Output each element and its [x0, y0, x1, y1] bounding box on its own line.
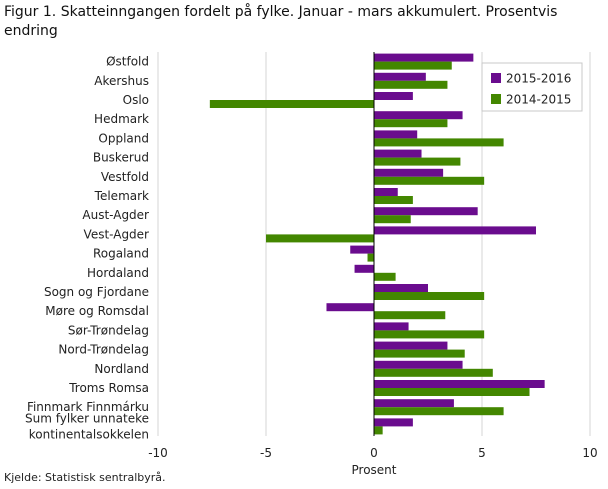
bar-series2 [266, 234, 374, 243]
bar-series2 [374, 407, 504, 416]
category-label: Aust-Agder [82, 208, 149, 222]
bar-series1 [354, 264, 374, 273]
bar-series1 [374, 92, 413, 100]
bar-series2 [374, 157, 461, 166]
chart-title: Figur 1. Skatteinngangen fordelt på fylk… [4, 4, 558, 39]
category-label: kontinentalsokkelen [29, 427, 149, 441]
bar-series2 [367, 253, 374, 262]
category-label: Rogaland [93, 247, 149, 261]
category-label: Troms Romsa [68, 381, 149, 395]
bar-series2 [374, 368, 493, 377]
bar-series2 [374, 349, 465, 358]
bar-series2 [374, 388, 530, 396]
bar-series1 [374, 399, 454, 408]
category-label: Telemark [94, 189, 149, 203]
category-label: Akershus [94, 74, 149, 88]
x-tick-label: 5 [478, 446, 486, 460]
category-label: Sogn og Fjordane [44, 285, 149, 299]
bar-series2 [374, 426, 383, 435]
category-label: Hedmark [94, 112, 149, 126]
category-label: Møre og Romsdal [45, 304, 149, 318]
category-label: Oppland [98, 131, 149, 145]
legend-label-series1: 2015-2016 [506, 72, 571, 86]
bar-series1 [374, 53, 474, 62]
legend-label-series2: 2014-2015 [506, 93, 571, 107]
legend-box [481, 62, 583, 112]
bar-series1 [374, 360, 463, 369]
bar-series2 [374, 61, 452, 70]
category-label: Nordland [94, 362, 149, 376]
category-label: Sør-Trøndelag [68, 323, 149, 337]
bar-series2 [374, 215, 411, 224]
bar-series1 [374, 111, 463, 120]
category-label: Buskerud [93, 151, 149, 165]
bar-series1 [326, 303, 374, 312]
bar-series1 [374, 418, 413, 427]
bar-series2 [374, 292, 485, 300]
x-tick-label: 10 [582, 446, 597, 460]
x-tick-label: -10 [148, 446, 168, 460]
bar-series1 [374, 130, 418, 139]
bar-series2 [374, 311, 446, 320]
bar-series2 [374, 119, 448, 128]
x-tick-label: -5 [260, 446, 272, 460]
x-axis-title: Prosent [352, 463, 397, 477]
bar-series1 [374, 72, 426, 81]
bar-series2 [374, 272, 396, 281]
category-label: Hordaland [87, 266, 149, 280]
legend-swatch-series2 [491, 94, 501, 104]
bar-series2 [374, 80, 448, 89]
category-label: Oslo [123, 93, 149, 107]
bar-series2 [374, 330, 485, 339]
bar-series1 [374, 207, 478, 216]
bar-series1 [374, 322, 409, 331]
category-label: Vestfold [101, 170, 149, 184]
bar-series2 [209, 100, 374, 108]
category-label: Østfold [106, 55, 149, 69]
bar-series1 [350, 245, 374, 254]
bar-series1 [374, 284, 428, 292]
bar-series1 [374, 226, 536, 235]
category-label: Nord-Trøndelag [58, 343, 149, 357]
bar-series1 [374, 168, 444, 177]
bar-series2 [374, 176, 485, 185]
category-label: Vest-Agder [84, 227, 150, 241]
bar-series2 [374, 196, 413, 204]
bar-series1 [374, 149, 422, 158]
bar-series2 [374, 138, 504, 147]
category-label: Sum fylker unnateke [25, 411, 149, 425]
bar-series1 [374, 188, 398, 196]
bar-series1 [374, 341, 448, 350]
legend-swatch-series1 [491, 73, 501, 83]
source-note: Kjelde: Statistisk sentralbyrå. [4, 471, 166, 484]
bar-series1 [374, 380, 545, 388]
category-label: Finnmark Finnmárku [27, 400, 149, 414]
x-tick-label: 0 [370, 446, 378, 460]
